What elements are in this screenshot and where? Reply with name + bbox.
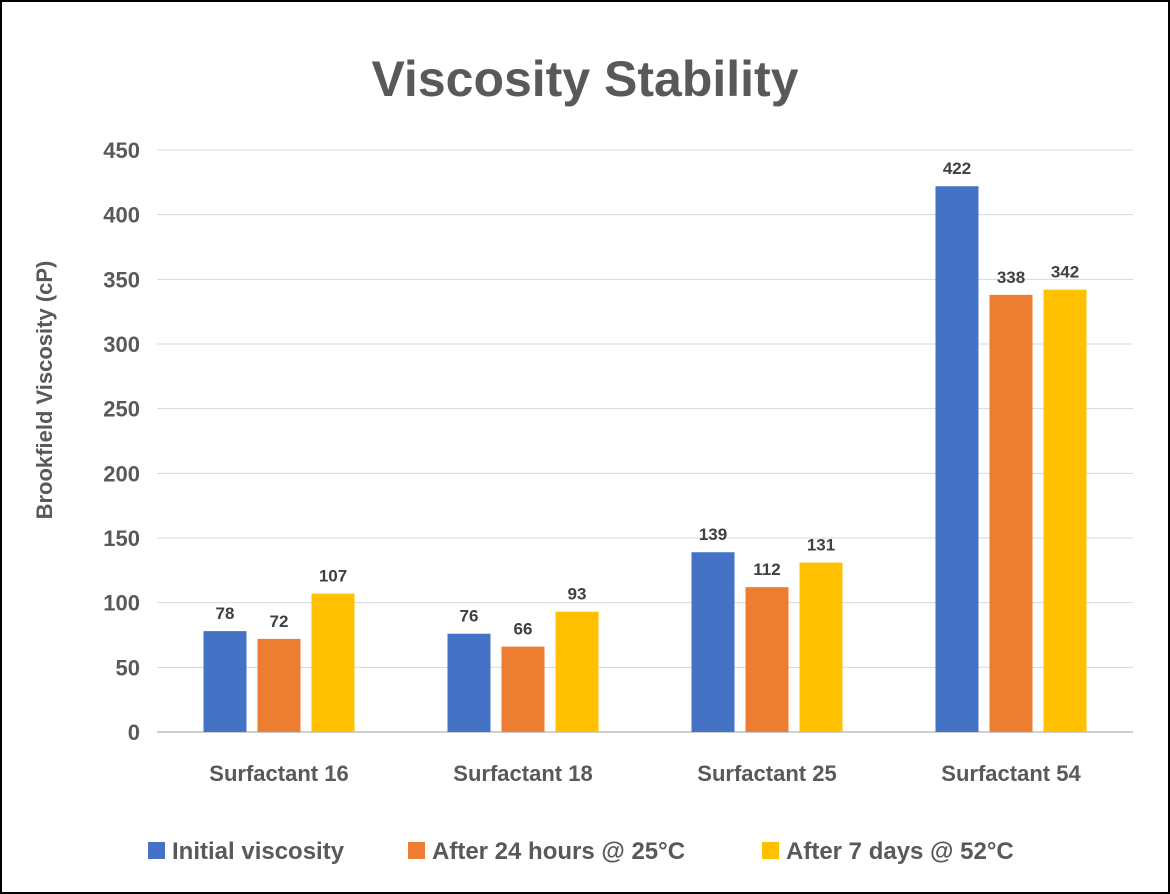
y-tick-label: 100: [103, 591, 140, 616]
x-tick-label: Surfactant 18: [453, 761, 592, 786]
data-label: 139: [699, 525, 727, 544]
legend-swatch: [148, 842, 165, 859]
data-label: 76: [460, 607, 479, 626]
y-tick-label: 200: [103, 461, 140, 486]
data-label: 112: [753, 560, 780, 579]
bar: [311, 593, 355, 732]
y-tick-label: 250: [103, 397, 140, 422]
y-tick-label: 0: [128, 720, 140, 745]
data-label: 131: [807, 536, 835, 555]
legend-label: After 24 hours @ 25°C: [432, 838, 685, 865]
y-tick-label: 150: [103, 526, 140, 551]
y-tick-label: 350: [103, 267, 140, 292]
gridlines: [157, 149, 1133, 733]
legend: Initial viscosity After 24 hours @ 25°C Af…: [148, 838, 1014, 865]
y-tick-label: 300: [103, 332, 140, 357]
data-label: 93: [568, 585, 587, 604]
x-tick-label: Surfactant 54: [941, 761, 1081, 786]
y-tick-label: 400: [103, 203, 140, 228]
data-label: 422: [943, 159, 971, 178]
bar: [555, 611, 599, 732]
legend-swatch: [408, 842, 425, 859]
y-axis-label: Brookfield Viscosity (cP): [32, 261, 57, 520]
bar: [799, 562, 843, 732]
y-tick-labels: 0 50 100 150 200 250 300 350 400 450: [103, 138, 140, 745]
bar: [989, 294, 1033, 732]
legend-label: After 7 days @ 52°C: [786, 838, 1014, 865]
data-label: 338: [997, 268, 1025, 287]
bar: [691, 552, 735, 732]
data-label: 342: [1051, 263, 1079, 282]
x-tick-labels: Surfactant 16 Surfactant 18 Surfactant 25 S…: [209, 761, 1081, 786]
data-label: 78: [216, 604, 235, 623]
y-tick-label: 450: [103, 138, 140, 163]
data-label: 72: [270, 612, 289, 631]
bars: 78 72 107 76 66 93 139 112 131 422 338 342: [203, 159, 1087, 733]
bar: [447, 633, 491, 732]
x-tick-label: Surfactant 25: [697, 761, 836, 786]
bar: [745, 587, 789, 732]
x-tick-label: Surfactant 16: [209, 761, 348, 786]
bar: [257, 638, 301, 732]
chart-title: Viscosity Stability: [371, 51, 798, 107]
bar: [1043, 289, 1087, 732]
bar: [501, 646, 545, 732]
legend-label: Initial viscosity: [172, 838, 345, 865]
data-label: 107: [319, 567, 347, 586]
bar: [935, 186, 979, 733]
y-tick-label: 50: [116, 655, 140, 680]
data-label: 66: [514, 620, 533, 639]
legend-swatch: [762, 842, 779, 859]
bar: [203, 631, 247, 732]
